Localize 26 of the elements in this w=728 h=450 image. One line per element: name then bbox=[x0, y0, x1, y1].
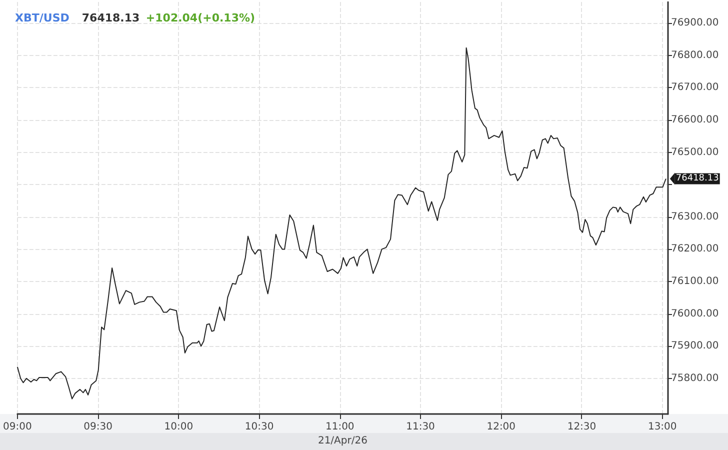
x-tick-label: 13:00 bbox=[648, 422, 677, 432]
x-tick-label: 10:30 bbox=[244, 422, 274, 432]
x-tick-label: 09:00 bbox=[2, 422, 32, 432]
annotation: 76418.13 bbox=[676, 174, 719, 184]
y-tick-label: 76000.00 bbox=[671, 308, 719, 320]
x-tick-label: 12:00 bbox=[486, 422, 516, 432]
annotation: 76418.13 bbox=[82, 12, 140, 24]
y-tick-label: 76800.00 bbox=[671, 50, 719, 61]
x-tick-label: 11:30 bbox=[406, 422, 435, 432]
line-series bbox=[16, 47, 666, 400]
y-tick-label: 76100.00 bbox=[671, 276, 719, 288]
y-tick-label: 75800.00 bbox=[671, 372, 719, 384]
x-tick-label: 10:00 bbox=[164, 422, 194, 432]
x-tick-label: 12:30 bbox=[567, 422, 596, 432]
x-tick-label: 11:00 bbox=[325, 422, 354, 432]
y-tick-label: 76700.00 bbox=[671, 82, 719, 94]
text: 21/Apr/26 bbox=[318, 436, 368, 446]
y-tick-label: 75900.00 bbox=[671, 340, 719, 352]
y-tick-label: 76500.00 bbox=[671, 146, 719, 158]
y-tick-label: 76900.00 bbox=[671, 18, 719, 29]
x-tick-label: 09:30 bbox=[84, 422, 112, 432]
y-tick-label: 76600.00 bbox=[671, 114, 719, 126]
y-tick-label: 76300.00 bbox=[671, 211, 719, 222]
y-tick-label: 76200.00 bbox=[671, 244, 719, 255]
text: XBT/USD bbox=[15, 12, 70, 24]
annotation: +102.04(+0.13%) bbox=[146, 12, 256, 24]
